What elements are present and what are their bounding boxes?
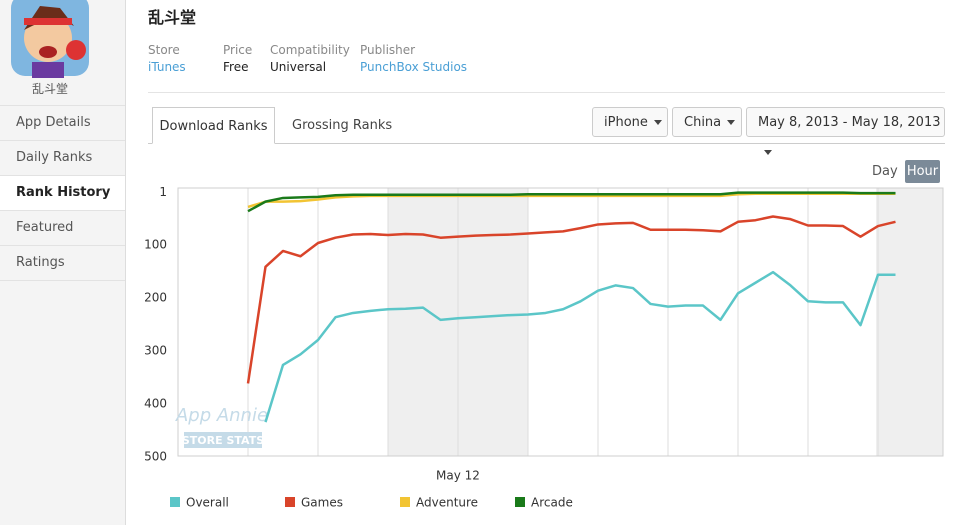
legend-swatch [515,497,525,507]
y-tick-label: 500 [144,450,167,464]
watermark: STORE STATS [182,434,264,447]
day-lines [247,188,879,456]
tab-line [148,143,945,144]
field-value: Universal [270,60,327,74]
legend-label: Games [301,496,343,510]
nav-item[interactable]: App Details [0,105,125,140]
nav-item[interactable]: Ratings [0,245,125,281]
series-line [246,215,896,384]
nav-item[interactable]: Daily Ranks [0,140,125,175]
nav-item[interactable]: Rank History [0,175,125,210]
hour-toggle[interactable]: Hour [905,160,940,183]
nav-item[interactable]: Featured [0,210,125,245]
field-label: Price [223,43,253,57]
legend-swatch [170,497,180,507]
date-dropdown[interactable]: May 8, 2013 - May 18, 2013 [746,107,945,155]
dropdown-label[interactable]: China [684,115,722,130]
tab-active[interactable]: Download Ranks [152,107,275,144]
legend-swatch [400,497,410,507]
dropdown-label[interactable]: May 8, 2013 - May 18, 2013 [758,115,941,130]
publisher-link[interactable]: PunchBox Studios [360,60,468,74]
legend-label: Overall [186,496,229,510]
dropdown-label[interactable]: iPhone [604,115,648,130]
nav-label[interactable]: App Details [16,115,91,130]
watermark: App Annie [175,405,268,426]
nav-label[interactable]: Ratings [16,255,65,270]
app-title: 乱斗堂 [148,8,197,27]
y-tick-label: 200 [144,291,167,305]
y-tick-label: 300 [144,344,167,358]
watermark-bg [184,432,262,448]
divider [148,92,945,93]
field-label: Compatibility [270,43,350,57]
day-toggle[interactable]: Day [872,164,898,179]
app-name: 乱斗堂 [31,82,68,96]
field-label: Store [148,43,180,57]
legend-swatch [285,497,295,507]
x-tick-label: May 12 [436,469,480,483]
app-icon [11,0,89,78]
field-label: Publisher [360,43,416,57]
legend-label: Arcade [531,496,573,510]
nav-label[interactable]: Daily Ranks [16,150,93,165]
y-tick-label: 1 [159,185,167,199]
device-dropdown[interactable]: iPhone [592,107,668,137]
store-link[interactable]: iTunes [148,60,186,74]
nav-label[interactable]: Rank History [16,185,111,200]
series-line [247,191,896,213]
weekend-band [876,188,943,456]
country-dropdown[interactable]: China [672,107,742,137]
legend-label: Adventure [416,496,478,510]
tab[interactable]: Grossing Ranks [292,118,393,133]
plot-frame [177,187,944,457]
series-line [264,270,896,423]
nav-label[interactable]: Featured [16,220,74,235]
field-value: Free [223,60,249,74]
sidebar: 乱斗堂 App Details Daily Ranks Rank History… [0,0,126,525]
y-tick-label: 100 [144,238,167,252]
y-tick-label: 400 [144,397,167,411]
